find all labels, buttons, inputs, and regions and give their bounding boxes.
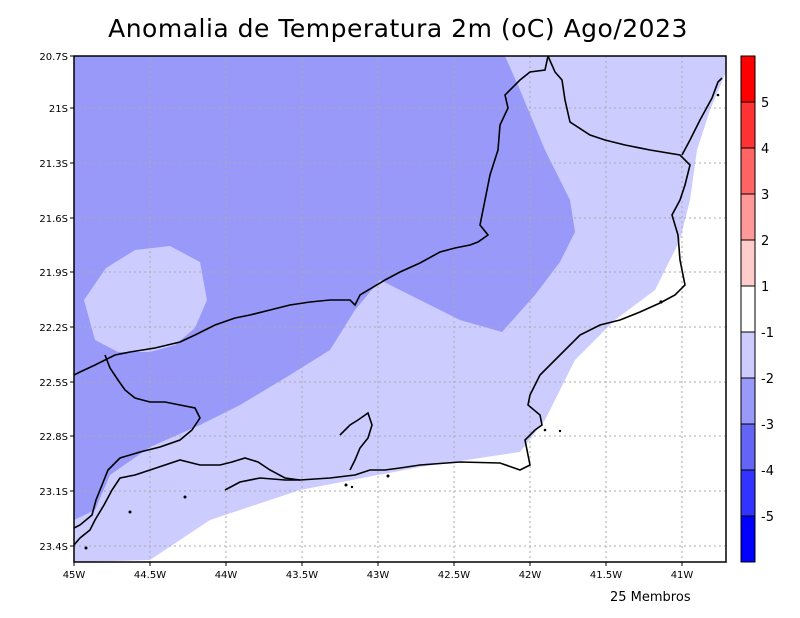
colorbar-swatches xyxy=(740,55,756,563)
lat-label: 20.7S xyxy=(39,52,68,63)
lat-label: 21.3S xyxy=(39,159,68,170)
colorbar-swatch xyxy=(740,469,756,517)
lon-label: 43W xyxy=(367,570,390,581)
colorbar-swatch xyxy=(740,423,756,471)
colorbar-label: -3 xyxy=(761,418,774,433)
colorbar-label: 2 xyxy=(761,234,769,249)
lon-label: 42W xyxy=(519,570,542,581)
bay-outline xyxy=(339,411,373,471)
coastline xyxy=(74,56,723,546)
colorbar-label: -1 xyxy=(761,326,774,341)
state-border-south xyxy=(74,354,201,529)
colorbar-swatch xyxy=(740,239,756,287)
north-coast-upper xyxy=(681,77,723,156)
colorbar-label: 5 xyxy=(761,96,769,111)
lon-label: 41W xyxy=(671,570,694,581)
axis-ticks xyxy=(70,55,683,566)
colorbar-swatch xyxy=(740,515,756,563)
island-marks xyxy=(84,93,720,550)
lat-label: 22.2S xyxy=(39,323,68,334)
colorbar-swatch xyxy=(740,147,756,195)
colorbar-swatch xyxy=(740,377,756,425)
lon-label: 41.5W xyxy=(590,570,622,581)
colorbar-label: -4 xyxy=(761,464,774,479)
colorbar-swatch xyxy=(740,101,756,149)
latitude-labels: 20.7S 21S 21.3S 21.6S 21.9S 22.2S 22.5S … xyxy=(39,52,68,553)
lat-label: 23.1S xyxy=(39,487,68,498)
state-border xyxy=(74,56,549,376)
longitude-labels: 45W 44.5W 44W 43.5W 43W 42.5W 42W 41.5W … xyxy=(63,570,694,581)
anomaly-region-medium xyxy=(74,56,575,520)
colorbar-label: 3 xyxy=(761,188,769,203)
anomaly-field xyxy=(74,56,726,562)
lon-label: 42.5W xyxy=(438,570,470,581)
lon-label: 44.5W xyxy=(134,570,166,581)
colorbar-labels: -5 -4 -3 -2 -1 1 2 3 4 5 xyxy=(761,96,774,525)
ensemble-members-note: 25 Membros xyxy=(610,590,691,605)
colorbar-label: -5 xyxy=(761,510,774,525)
lon-label: 43.5W xyxy=(286,570,318,581)
lat-label: 21S xyxy=(49,104,68,115)
colorbar-label: 4 xyxy=(761,142,769,157)
colorbar: -5 -4 -3 -2 -1 1 2 3 4 5 xyxy=(740,55,774,563)
colorbar-swatch xyxy=(740,331,756,379)
lat-label: 21.6S xyxy=(39,214,68,225)
lon-label: 45W xyxy=(63,570,86,581)
gridlines xyxy=(74,56,726,562)
colorbar-label: 1 xyxy=(761,280,769,295)
lon-label: 44W xyxy=(215,570,238,581)
lat-label: 22.8S xyxy=(39,432,68,443)
lat-label: 23.4S xyxy=(39,542,68,553)
colorbar-swatch xyxy=(740,193,756,241)
colorbar-swatch xyxy=(740,285,756,333)
plot-frame xyxy=(73,55,727,563)
map-title: Anomalia de Temperatura 2m (oC) Ago/2023 xyxy=(108,14,688,43)
coastline-main xyxy=(74,56,691,546)
colorbar-label: -2 xyxy=(761,372,774,387)
lat-label: 22.5S xyxy=(39,378,68,389)
sepetiba-bay xyxy=(224,477,300,491)
lat-label: 21.9S xyxy=(39,268,68,279)
colorbar-swatch xyxy=(740,55,756,103)
